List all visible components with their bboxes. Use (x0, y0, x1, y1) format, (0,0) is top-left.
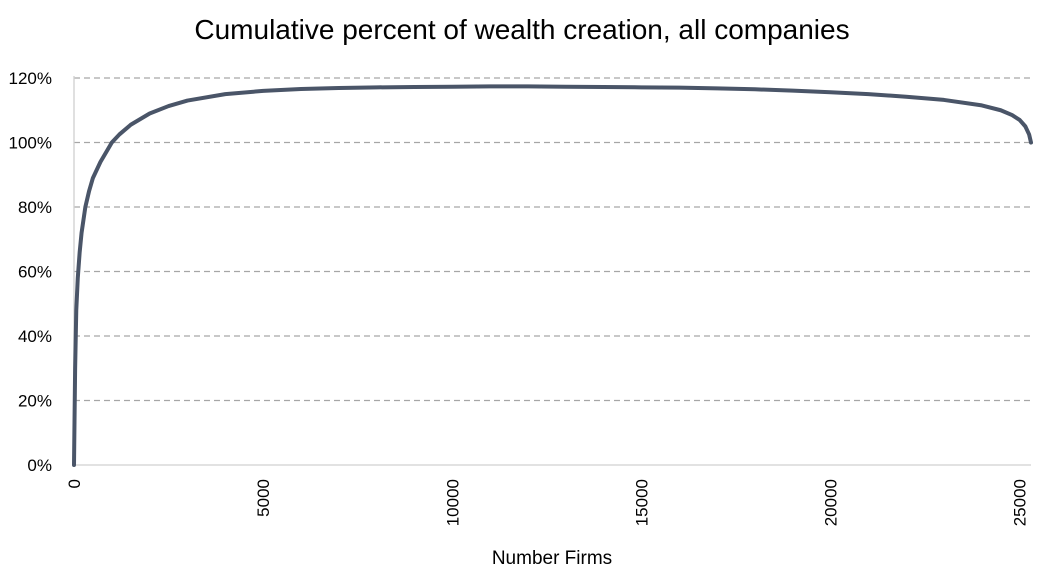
y-tick-label: 40% (18, 327, 52, 346)
chart-title: Cumulative percent of wealth creation, a… (194, 14, 849, 45)
y-tick-label: 0% (27, 456, 52, 475)
axes (73, 76, 1031, 466)
x-tick-label: 5000 (254, 479, 273, 517)
series-line (72, 84, 1033, 467)
y-tick-label: 20% (18, 392, 52, 411)
x-tick-label: 20000 (822, 479, 841, 526)
x-tick-label: 10000 (443, 479, 462, 526)
y-tick-label: 80% (18, 198, 52, 217)
x-axis-label: Number Firms (492, 548, 612, 569)
series-lines (72, 84, 1033, 467)
y-tick-label: 100% (9, 134, 52, 153)
y-tick-label: 60% (18, 263, 52, 282)
tick-labels: 0% 20% 40% 60% 80% 100% 120% 0 5000 10000 15000 200… (9, 69, 1030, 526)
y-tick-label: 120% (9, 69, 52, 88)
x-tick-label: 15000 (632, 479, 651, 526)
gridlines (74, 77, 1031, 402)
x-tick-label: 0 (65, 479, 84, 488)
x-tick-label: 25000 (1011, 479, 1030, 526)
